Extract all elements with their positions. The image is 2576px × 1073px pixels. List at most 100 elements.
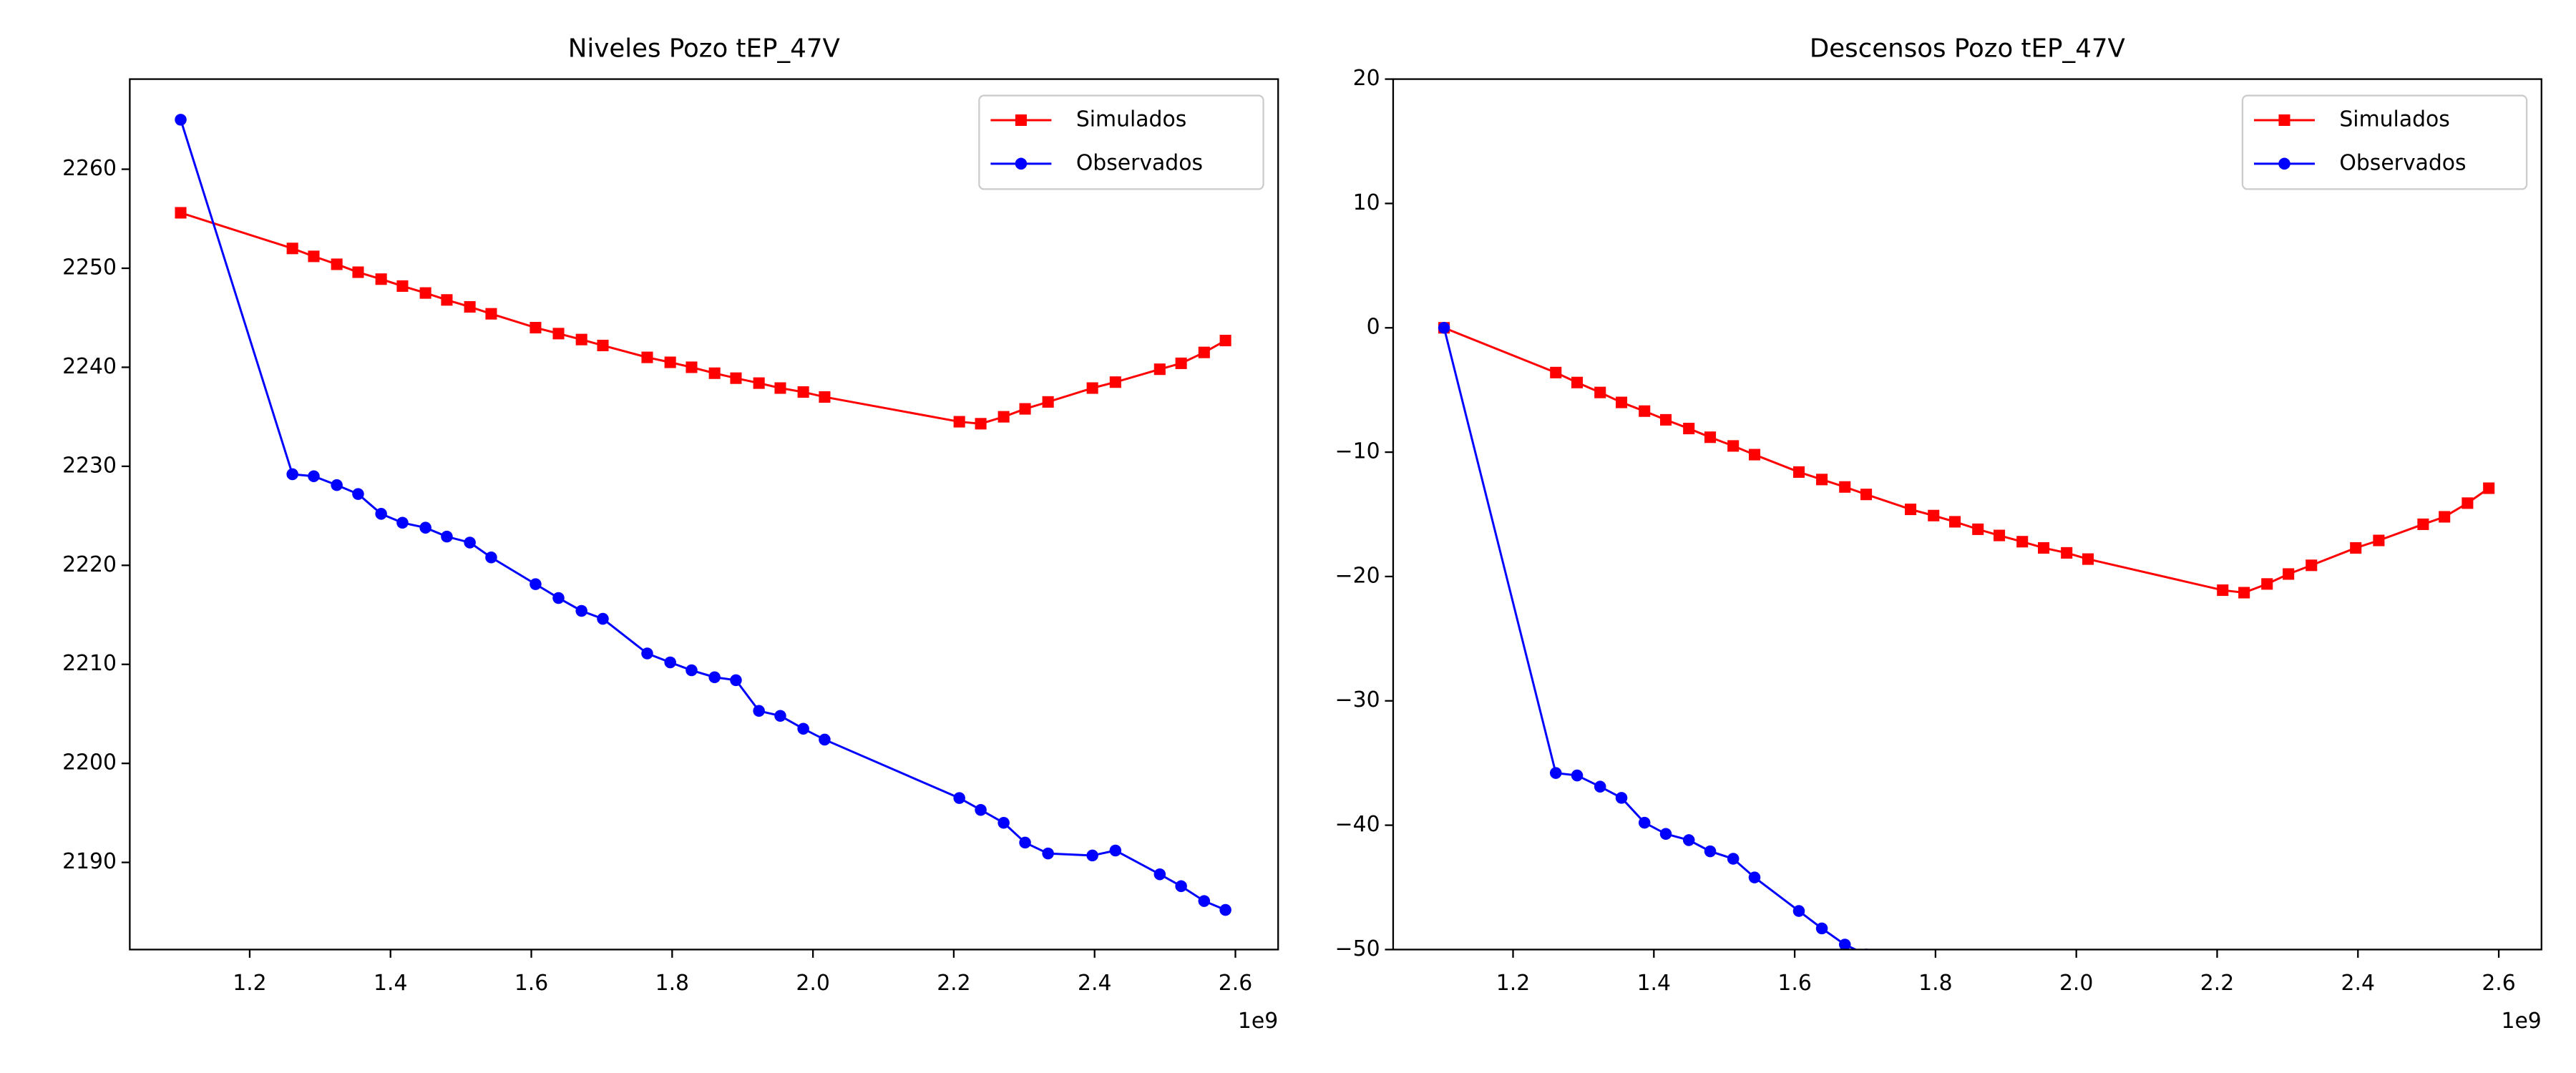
marker xyxy=(1571,769,1584,782)
marker xyxy=(686,361,698,373)
x-tick-label: 1.2 xyxy=(233,971,266,996)
marker xyxy=(1748,871,1761,883)
marker xyxy=(2061,547,2073,559)
marker xyxy=(953,416,965,428)
marker xyxy=(2350,542,2362,554)
y-tick-label: −20 xyxy=(1335,563,1380,588)
marker xyxy=(664,656,676,669)
x-tick-label: 1.8 xyxy=(655,971,689,996)
marker xyxy=(2037,542,2050,554)
marker xyxy=(2439,511,2451,523)
marker xyxy=(530,578,542,590)
marker xyxy=(464,536,476,549)
marker xyxy=(797,386,809,398)
marker xyxy=(1153,868,1166,881)
y-tick-label: 2230 xyxy=(62,453,117,478)
legend-marker xyxy=(1015,157,1028,170)
y-tick-label: −30 xyxy=(1335,687,1380,712)
marker xyxy=(753,377,765,389)
marker xyxy=(597,339,609,352)
marker xyxy=(1949,516,1961,528)
marker xyxy=(1109,844,1122,857)
marker xyxy=(1616,396,1628,408)
marker xyxy=(1198,346,1210,358)
marker xyxy=(1175,880,1187,893)
marker xyxy=(441,530,453,543)
marker xyxy=(552,592,565,604)
marker xyxy=(375,273,387,285)
marker xyxy=(2238,587,2250,599)
legend-label: Simulados xyxy=(2339,107,2449,132)
marker xyxy=(774,710,786,722)
marker xyxy=(308,250,320,263)
x-tick-label: 1.4 xyxy=(1637,971,1671,996)
marker xyxy=(1638,816,1651,829)
marker xyxy=(975,803,987,816)
legend-marker xyxy=(2278,157,2290,170)
marker xyxy=(819,391,831,403)
marker xyxy=(331,258,343,270)
marker xyxy=(2483,482,2495,494)
plot-area xyxy=(175,114,1231,916)
marker xyxy=(2417,518,2429,530)
y-tick-label: 10 xyxy=(1353,190,1380,215)
marker xyxy=(1042,396,1054,408)
legend: Simulados Observados xyxy=(2241,94,2528,190)
x-tick-label: 2.0 xyxy=(2059,971,2093,996)
marker xyxy=(2462,497,2474,509)
marker xyxy=(1683,423,1695,435)
marker xyxy=(1438,321,1450,334)
x-tick-label: 2.6 xyxy=(2482,971,2515,996)
marker xyxy=(1175,357,1187,369)
x-tick-label: 2.2 xyxy=(2200,971,2234,996)
marker xyxy=(1816,474,1828,486)
marker xyxy=(352,266,364,278)
marker xyxy=(1109,376,1121,388)
marker xyxy=(552,328,565,340)
x-tick-label: 1.8 xyxy=(1918,971,1952,996)
marker xyxy=(774,382,786,394)
marker xyxy=(175,114,187,126)
marker xyxy=(1792,466,1805,478)
marker xyxy=(485,308,497,320)
x-tick-label: 2.4 xyxy=(1078,971,1111,996)
marker xyxy=(1571,376,1584,388)
marker xyxy=(1019,836,1031,849)
marker xyxy=(997,816,1010,829)
y-tick-label: 2190 xyxy=(62,849,117,874)
chart-title: Descensos Pozo tEP_47V xyxy=(1810,34,2126,63)
marker xyxy=(1042,847,1054,860)
legend-label: Observados xyxy=(1076,150,1203,175)
x-tick-label: 2.4 xyxy=(2341,971,2375,996)
marker xyxy=(708,671,721,683)
marker xyxy=(1727,853,1740,865)
marker xyxy=(1815,922,1828,935)
marker xyxy=(1792,905,1805,917)
marker xyxy=(753,705,765,717)
y-tick-label: 2210 xyxy=(62,651,117,676)
y-tick-label: 2240 xyxy=(62,354,117,379)
marker xyxy=(686,664,698,677)
marker xyxy=(1972,523,1984,535)
marker xyxy=(2261,578,2273,590)
legend-box xyxy=(978,94,1264,190)
marker xyxy=(530,322,542,334)
y-tick-label: −50 xyxy=(1335,936,1380,961)
marker xyxy=(575,333,587,346)
marker xyxy=(1727,440,1740,452)
marker xyxy=(2306,559,2318,572)
marker xyxy=(1704,431,1717,444)
marker xyxy=(730,372,742,384)
marker xyxy=(464,300,476,313)
marker xyxy=(175,207,187,219)
y-tick-label: 2250 xyxy=(62,255,117,280)
x-offset-label: 1e9 xyxy=(2501,1009,2541,1034)
marker xyxy=(396,280,409,292)
marker xyxy=(953,792,965,804)
marker xyxy=(1659,413,1672,426)
marker xyxy=(1659,828,1672,841)
marker xyxy=(1615,792,1628,804)
marker xyxy=(1153,363,1166,376)
